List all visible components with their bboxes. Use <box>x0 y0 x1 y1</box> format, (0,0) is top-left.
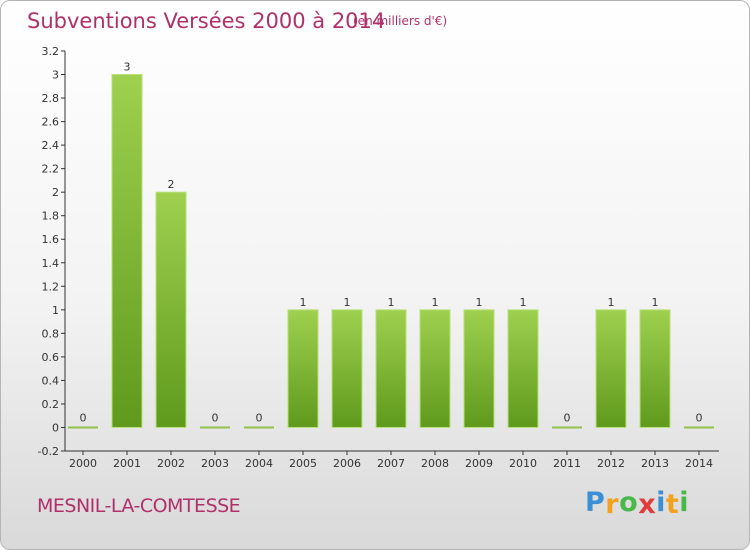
x-tick-label: 2001 <box>113 457 141 470</box>
logo-letter: x <box>638 489 657 520</box>
bar-value-label: 2 <box>168 178 175 191</box>
logo-letter: i <box>656 487 666 518</box>
y-tick-label: 2.8 <box>42 92 60 105</box>
bar <box>639 309 671 428</box>
x-tick-label: 2000 <box>69 457 97 470</box>
bar-value-label: 1 <box>300 296 307 309</box>
bar <box>595 309 627 428</box>
y-tick-label: 2 <box>52 186 59 199</box>
logo-letter: o <box>619 487 639 518</box>
bar <box>200 426 230 429</box>
logo-letter: P <box>585 487 606 518</box>
x-tick-label: 2006 <box>333 457 361 470</box>
y-tick-label: 0.6 <box>42 351 60 364</box>
x-tick-label: 2002 <box>157 457 185 470</box>
x-tick-label: 2007 <box>377 457 405 470</box>
proxiti-logo: Proxiti <box>585 487 690 520</box>
bar-value-label: 1 <box>344 296 351 309</box>
bar-value-label: 1 <box>476 296 483 309</box>
y-tick-label: 0.2 <box>42 398 60 411</box>
y-tick-label: 1 <box>52 304 59 317</box>
x-tick-label: 2004 <box>245 457 273 470</box>
bar <box>684 426 714 429</box>
x-tick-label: 2009 <box>465 457 493 470</box>
chart-title: Subventions Versées 2000 à 2014 <box>27 9 386 33</box>
y-tick-label: 0.8 <box>42 327 60 340</box>
y-tick-label: 3 <box>52 69 59 82</box>
x-tick-label: 2008 <box>421 457 449 470</box>
x-tick-label: 2003 <box>201 457 229 470</box>
bar <box>111 74 143 428</box>
x-tick-label: 2012 <box>597 457 625 470</box>
bar-value-label: 0 <box>256 411 263 424</box>
bar <box>155 191 187 428</box>
bar <box>375 309 407 428</box>
bar-value-label: 0 <box>696 411 703 424</box>
y-tick-label: -0.2 <box>38 445 59 458</box>
bar-value-label: 1 <box>520 296 527 309</box>
x-tick-label: 2014 <box>685 457 713 470</box>
y-tick-label: 3.2 <box>42 45 60 58</box>
bar <box>68 426 98 429</box>
y-tick-label: 1.6 <box>42 233 60 246</box>
logo-letter: t <box>665 489 680 520</box>
y-tick-label: 0 <box>52 421 59 434</box>
bar-value-label: 0 <box>80 411 87 424</box>
bar <box>419 309 451 428</box>
y-tick-label: 1.4 <box>42 257 60 270</box>
commune-name: MESNIL-LA-COMTESSE <box>37 495 241 517</box>
bar <box>552 426 582 429</box>
y-tick-label: 2.6 <box>42 116 60 129</box>
y-tick-label: 2.2 <box>42 163 60 176</box>
x-tick-label: 2013 <box>641 457 669 470</box>
logo-letter: r <box>605 489 620 520</box>
bar <box>463 309 495 428</box>
y-tick-label: 2.4 <box>42 139 60 152</box>
bar-value-label: 0 <box>212 411 219 424</box>
bar <box>244 426 274 429</box>
x-tick-label: 2005 <box>289 457 317 470</box>
x-tick-label: 2010 <box>509 457 537 470</box>
logo-letter: i <box>679 487 690 518</box>
bar <box>287 309 319 428</box>
bar-value-label: 3 <box>124 61 131 74</box>
y-tick-label: 1.8 <box>42 210 60 223</box>
bar <box>507 309 539 428</box>
chart-axes: -0.2 0 0.2 0.4 0.6 0.8 1 1.2 1.4 1.6 1.8 2 2.2 2.4 2.6… <box>38 45 719 470</box>
x-tick-label: 2011 <box>553 457 581 470</box>
bar-value-label: 1 <box>388 296 395 309</box>
chart-bars: 0 3 2 0 0 1 1 1 1 1 1 0 1 1 0 <box>68 61 714 429</box>
bar <box>331 309 363 428</box>
bar-value-label: 1 <box>652 296 659 309</box>
y-tick-label: 1.2 <box>42 280 60 293</box>
bar-value-label: 1 <box>432 296 439 309</box>
bar-value-label: 1 <box>608 296 615 309</box>
chart-unit: (en milliers d'€) <box>353 14 448 28</box>
y-tick-label: 0.4 <box>42 374 60 387</box>
bar-value-label: 0 <box>564 411 571 424</box>
